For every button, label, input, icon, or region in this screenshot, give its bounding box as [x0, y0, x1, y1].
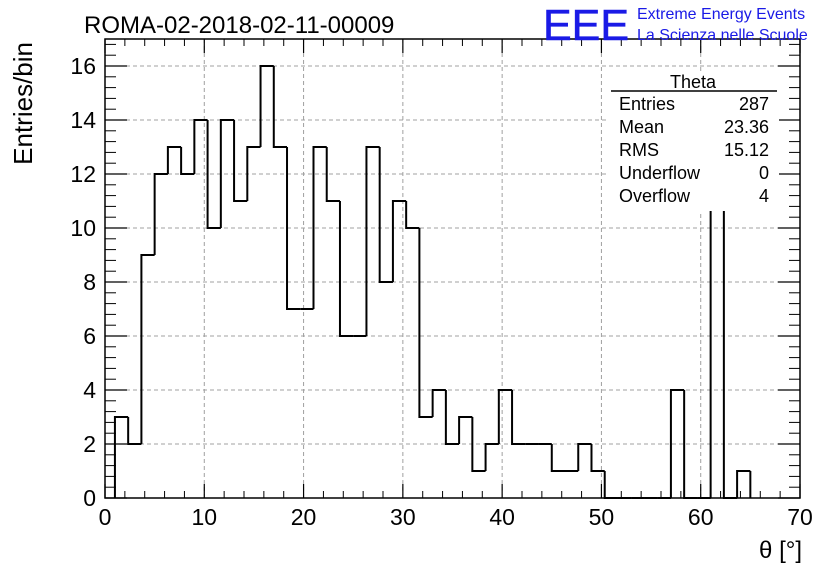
histogram-bin — [272, 66, 288, 148]
histogram-bin — [590, 444, 605, 472]
histogram-bin — [458, 416, 473, 444]
histogram-bin — [312, 146, 327, 309]
x-tick-label: 40 — [489, 504, 515, 530]
histogram-bin — [669, 389, 685, 498]
y-axis-label: Entries/bin — [8, 42, 38, 165]
stats-row-value: 23.36 — [724, 117, 769, 137]
x-tick-label: 20 — [291, 504, 317, 530]
y-tick-label: 12 — [70, 161, 96, 187]
x-tick-label: 70 — [787, 504, 813, 530]
x-tick-label: 0 — [99, 504, 112, 530]
eee-logo-mark: EEE — [543, 1, 629, 50]
stats-row-label: Underflow — [619, 163, 701, 183]
histogram-bin — [338, 201, 354, 337]
histogram-bin — [736, 470, 751, 498]
histogram-bin — [444, 390, 460, 445]
stats-row-value: 15.12 — [724, 140, 769, 160]
histogram-bin — [113, 416, 129, 498]
histogram-bin — [365, 146, 380, 336]
x-axis-label: θ [°] — [759, 537, 802, 564]
histogram-bin — [233, 120, 248, 202]
y-tick-label: 10 — [70, 215, 96, 241]
chart-title: ROMA-02-2018-02-11-00009 — [84, 12, 394, 39]
histogram-bin — [325, 147, 340, 202]
stats-row-label: Overflow — [619, 186, 691, 206]
eee-logo: EEE Extreme Energy Events La Scienza nel… — [543, 1, 808, 51]
histogram-bin — [259, 65, 274, 147]
y-tick-label: 2 — [83, 431, 96, 457]
stats-row-label: RMS — [619, 140, 659, 160]
histogram-bin — [391, 200, 407, 282]
stats-row-value: 4 — [759, 186, 769, 206]
x-tick-label: 10 — [191, 504, 217, 530]
plot-frame — [104, 38, 801, 499]
histogram-bin — [140, 254, 155, 444]
x-tick-label: 30 — [390, 504, 416, 530]
y-tick-label: 14 — [70, 107, 96, 133]
histogram-bin — [153, 173, 168, 255]
eee-logo-line1: Extreme Energy Events — [637, 6, 805, 23]
stats-row-value: 287 — [739, 94, 769, 114]
histogram-bin — [577, 443, 592, 471]
stats-row-label: Entries — [619, 94, 675, 114]
stats-row-value: 0 — [759, 163, 769, 183]
histogram-bin — [471, 417, 486, 472]
histogram-bin — [431, 389, 446, 417]
histogram-bin — [378, 147, 393, 283]
y-tick-label: 6 — [83, 323, 96, 349]
y-tick-label: 8 — [83, 269, 96, 295]
histogram-bin — [511, 390, 526, 445]
histogram-bin — [484, 443, 499, 471]
histogram-bin — [497, 389, 513, 444]
histogram-bin — [405, 201, 420, 229]
histogram-bin — [603, 471, 618, 499]
histogram-bin — [193, 119, 208, 174]
histogram-bin — [180, 147, 195, 175]
histogram-bin — [206, 120, 221, 229]
x-tick-label: 50 — [589, 504, 615, 530]
y-tick-label: 16 — [70, 53, 96, 79]
axis-ticks — [104, 39, 801, 499]
x-tick-label: 60 — [688, 504, 714, 530]
histogram-bin — [219, 119, 235, 228]
histogram-bin — [246, 146, 261, 201]
stats-box-background — [609, 71, 779, 211]
y-tick-label: 4 — [83, 377, 96, 403]
histogram-bin — [127, 417, 142, 445]
histogram — [113, 65, 752, 499]
stats-box-title: Theta — [670, 72, 717, 92]
histogram-bin — [418, 228, 433, 418]
histogram-bin — [166, 146, 182, 174]
histogram-bin — [286, 147, 301, 310]
histogram-bin — [550, 444, 566, 472]
eee-logo-line2: La Scienza nelle Scuole — [637, 27, 808, 44]
stats-box: Theta Entries 287 Mean 23.36 RMS 15.12 Underfl… — [609, 71, 779, 211]
stats-row-label: Mean — [619, 117, 664, 137]
y-tick-label: 0 — [83, 485, 96, 511]
